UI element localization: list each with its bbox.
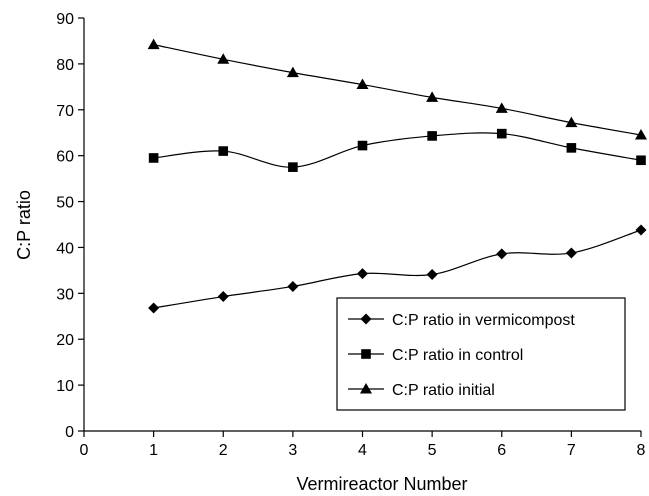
x-axis-title: Vermireactor Number	[296, 474, 467, 494]
legend-label: C:P ratio initial	[392, 382, 495, 399]
data-point	[496, 128, 507, 139]
x-tick-label: 7	[567, 442, 576, 459]
series-line	[153, 132, 642, 168]
data-point	[635, 129, 647, 140]
y-tick-label: 90	[56, 11, 74, 28]
data-point	[426, 91, 439, 102]
data-point	[565, 247, 577, 259]
y-tick-label: 10	[56, 378, 74, 395]
data-point	[286, 66, 299, 78]
y-tick-label: 50	[56, 195, 74, 212]
legend-marker	[360, 313, 372, 325]
y-tick-label: 80	[56, 57, 74, 74]
data-point	[565, 116, 578, 128]
data-point	[427, 131, 437, 141]
x-tick-label: 0	[80, 442, 89, 459]
series-diamond	[148, 224, 647, 314]
y-tick-label: 30	[56, 286, 74, 303]
y-tick-label: 40	[56, 240, 74, 257]
data-point	[356, 78, 369, 90]
x-tick-label: 2	[219, 442, 228, 459]
legend: C:P ratio in vermicompost C:P ratio in co…	[336, 297, 626, 411]
x-tick-label: 8	[637, 442, 646, 459]
x-tick-label: 1	[149, 442, 158, 459]
x-tick-label: 4	[358, 442, 367, 459]
legend-box	[336, 297, 626, 411]
x-tick-label: 5	[428, 442, 437, 459]
data-point	[288, 162, 298, 172]
legend-item: C:P ratio initial	[348, 382, 495, 399]
x-tick-label: 6	[497, 442, 506, 459]
series-square	[148, 128, 646, 172]
data-point	[148, 153, 159, 163]
data-point	[495, 102, 508, 113]
data-point	[566, 143, 577, 153]
y-axis-title: C:P ratio	[14, 190, 34, 260]
y-tick-label: 20	[56, 332, 74, 349]
data-point	[147, 38, 160, 50]
legend-item: C:P ratio in control	[348, 347, 523, 364]
series-triangle	[147, 38, 647, 140]
y-tick-label: 0	[65, 424, 74, 441]
x-tick-label: 3	[288, 442, 297, 459]
data-point	[357, 268, 368, 280]
data-point	[496, 248, 508, 260]
data-point	[357, 140, 368, 151]
axes: 0 10 20 30 40 50 60 70 80 90 0 1 2 3 4 5 6 7 8	[56, 11, 645, 459]
data-point	[426, 269, 438, 281]
y-tick-label: 70	[56, 103, 74, 120]
data-point	[217, 291, 229, 303]
data-point	[218, 146, 229, 156]
data-point	[636, 155, 646, 166]
y-tick-label: 60	[56, 149, 74, 166]
legend-marker	[360, 383, 372, 394]
legend-label: C:P ratio in control	[392, 347, 523, 364]
data-point	[287, 280, 299, 292]
data-point	[217, 53, 230, 64]
data-point	[635, 224, 647, 236]
legend-label: C:P ratio in vermicompost	[392, 312, 575, 329]
legend-marker	[361, 349, 371, 359]
series-line	[153, 229, 642, 309]
series-line	[153, 44, 642, 136]
data-point	[148, 302, 160, 314]
legend-item: C:P ratio in vermicompost	[348, 312, 575, 329]
series-layer	[147, 38, 647, 314]
